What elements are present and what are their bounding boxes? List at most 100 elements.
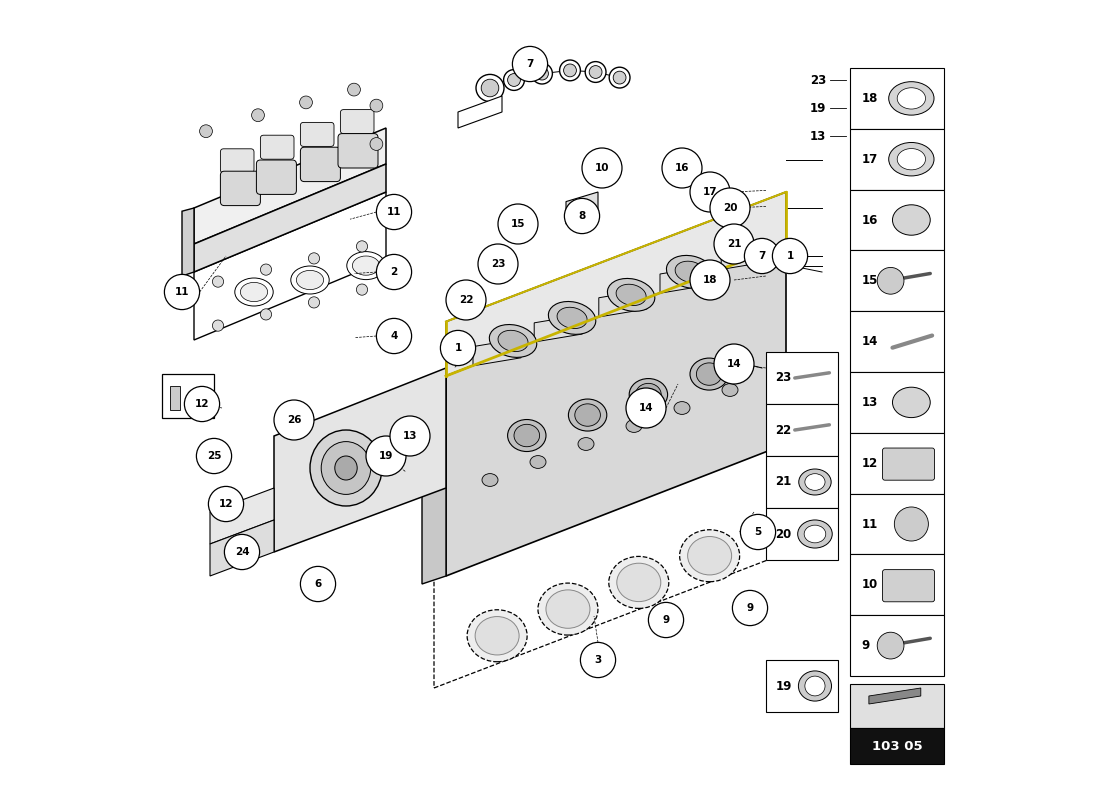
Bar: [766, 352, 838, 404]
Circle shape: [348, 83, 361, 96]
Polygon shape: [194, 164, 386, 272]
Ellipse shape: [613, 71, 626, 84]
Polygon shape: [722, 242, 769, 270]
Ellipse shape: [889, 82, 934, 115]
Text: 16: 16: [674, 163, 690, 173]
Circle shape: [690, 260, 730, 300]
Ellipse shape: [805, 474, 825, 490]
Bar: [850, 433, 945, 494]
Ellipse shape: [575, 404, 601, 426]
Text: 26: 26: [287, 415, 301, 425]
Text: 7: 7: [758, 251, 766, 261]
Ellipse shape: [468, 610, 527, 662]
Ellipse shape: [585, 62, 606, 82]
Ellipse shape: [898, 149, 925, 170]
Bar: [850, 615, 945, 676]
Text: 17: 17: [861, 153, 878, 166]
Ellipse shape: [538, 583, 598, 635]
Text: 25: 25: [207, 451, 221, 461]
Circle shape: [513, 46, 548, 82]
Ellipse shape: [536, 67, 549, 80]
Text: 12: 12: [219, 499, 233, 509]
Polygon shape: [194, 192, 386, 340]
Circle shape: [648, 602, 683, 638]
Circle shape: [370, 99, 383, 112]
Ellipse shape: [892, 205, 931, 235]
Text: 11: 11: [861, 518, 878, 530]
FancyBboxPatch shape: [340, 110, 374, 134]
Circle shape: [376, 318, 411, 354]
Polygon shape: [869, 688, 921, 704]
Ellipse shape: [616, 284, 646, 306]
Text: 16: 16: [861, 214, 878, 226]
Text: 14: 14: [861, 335, 878, 348]
Bar: [850, 728, 945, 764]
Ellipse shape: [578, 438, 594, 450]
Ellipse shape: [892, 387, 931, 418]
Text: 5: 5: [755, 527, 761, 537]
Text: 15: 15: [510, 219, 526, 229]
Text: 19: 19: [378, 451, 393, 461]
Text: 4: 4: [390, 331, 398, 341]
Circle shape: [261, 309, 272, 320]
FancyBboxPatch shape: [256, 160, 296, 194]
Text: 22: 22: [459, 295, 473, 305]
Bar: [850, 311, 945, 372]
Ellipse shape: [549, 302, 596, 334]
Text: 13: 13: [403, 431, 417, 441]
Text: 11: 11: [175, 287, 189, 297]
Bar: [766, 456, 838, 508]
Text: 12: 12: [861, 457, 878, 470]
Text: 22: 22: [776, 423, 792, 437]
Circle shape: [199, 125, 212, 138]
Bar: [766, 508, 838, 560]
Text: 21: 21: [776, 475, 792, 489]
Circle shape: [710, 188, 750, 228]
Ellipse shape: [557, 307, 587, 329]
Text: 1: 1: [454, 343, 462, 353]
Circle shape: [733, 590, 768, 626]
Polygon shape: [473, 338, 521, 366]
Bar: [850, 554, 945, 615]
Text: 9: 9: [747, 603, 754, 613]
FancyBboxPatch shape: [300, 122, 334, 146]
Ellipse shape: [498, 330, 528, 352]
Ellipse shape: [667, 255, 714, 288]
Ellipse shape: [609, 67, 630, 88]
Text: 23: 23: [810, 74, 826, 86]
Ellipse shape: [546, 590, 590, 628]
Polygon shape: [210, 488, 274, 544]
Text: 15: 15: [861, 274, 878, 287]
Ellipse shape: [321, 442, 371, 494]
Text: 13: 13: [810, 130, 826, 142]
Ellipse shape: [799, 671, 832, 701]
Bar: [850, 684, 945, 728]
Circle shape: [745, 238, 780, 274]
Circle shape: [714, 344, 754, 384]
Circle shape: [164, 274, 199, 310]
Bar: [850, 190, 945, 250]
Text: 19: 19: [776, 679, 792, 693]
Ellipse shape: [608, 557, 669, 608]
Text: 26: 26: [188, 391, 202, 401]
Ellipse shape: [690, 358, 728, 390]
Ellipse shape: [507, 74, 520, 86]
Ellipse shape: [476, 74, 504, 102]
Text: 17: 17: [703, 187, 717, 197]
FancyBboxPatch shape: [220, 171, 261, 206]
Bar: [850, 250, 945, 311]
Text: 23: 23: [491, 259, 505, 269]
Circle shape: [208, 486, 243, 522]
Circle shape: [252, 109, 264, 122]
Ellipse shape: [490, 325, 537, 358]
Ellipse shape: [798, 520, 833, 548]
Ellipse shape: [507, 419, 546, 451]
Polygon shape: [434, 444, 778, 688]
Polygon shape: [422, 376, 446, 584]
Circle shape: [582, 148, 621, 188]
Ellipse shape: [626, 419, 642, 432]
Text: 3: 3: [594, 655, 602, 665]
Ellipse shape: [290, 266, 329, 294]
Text: 1: 1: [786, 251, 793, 261]
Polygon shape: [446, 192, 786, 376]
